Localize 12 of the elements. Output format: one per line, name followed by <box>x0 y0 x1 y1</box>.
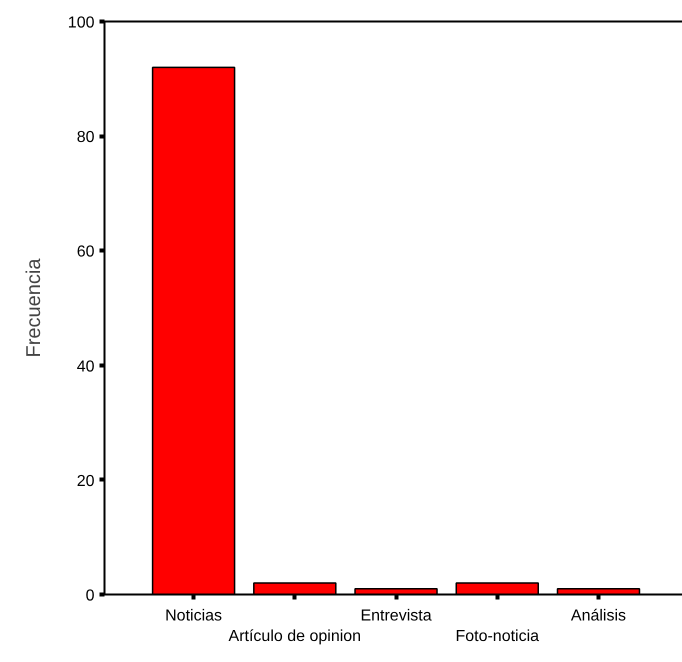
y-tick-label: 60 <box>76 244 95 261</box>
y-tick-label: 20 <box>76 472 95 490</box>
x-tick-label: Noticias <box>165 608 222 624</box>
x-tick-label: Entrevista <box>360 608 432 624</box>
y-tick-label: 40 <box>76 358 95 376</box>
x-tick-label: Artículo de opinion <box>228 628 362 645</box>
x-tick-label: Análisis <box>570 608 626 624</box>
y-tick-label: 100 <box>68 14 95 32</box>
y-tick-label: 80 <box>76 129 95 146</box>
x-tick-label: Foto-noticia <box>455 628 540 645</box>
y-tick-label: 0 <box>86 588 95 604</box>
y-axis-title: Frecuencia <box>22 258 45 358</box>
